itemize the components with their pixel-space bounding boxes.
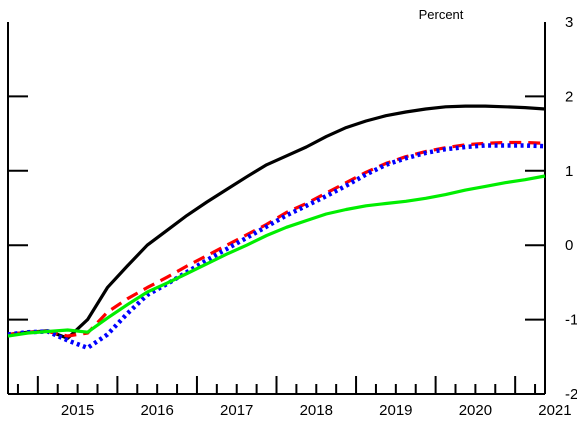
y-tick-label: 0	[565, 237, 573, 254]
x-tick-label: 2018	[300, 402, 333, 419]
series-line-4	[7, 174, 546, 338]
x-tick-label: 2016	[140, 402, 173, 419]
y-tick-label: 1	[565, 163, 573, 180]
x-tick-label: 2019	[379, 402, 412, 419]
y-tick-label: 3	[565, 14, 573, 31]
axes	[7, 22, 546, 395]
series-layer	[7, 104, 546, 351]
x-tick-label: 2017	[220, 402, 253, 419]
y-tick-label: -1	[565, 312, 577, 329]
x-tick-label: 2021	[538, 402, 571, 419]
series-line-1	[7, 104, 546, 340]
y-axis-unit-label: Percent	[419, 7, 464, 22]
ticks-layer	[8, 95, 545, 394]
y-tick-label: 2	[565, 88, 573, 105]
labels-layer: Percent 2015 2016 2017 2018 2019 2020 2021-2 -1…	[61, 7, 577, 419]
series-line-3	[7, 143, 546, 351]
y-tick-label: -2	[565, 386, 577, 403]
x-tick-label: 2015	[61, 402, 94, 419]
series-line-2	[7, 140, 546, 338]
x-tick-label: 2020	[459, 402, 492, 419]
